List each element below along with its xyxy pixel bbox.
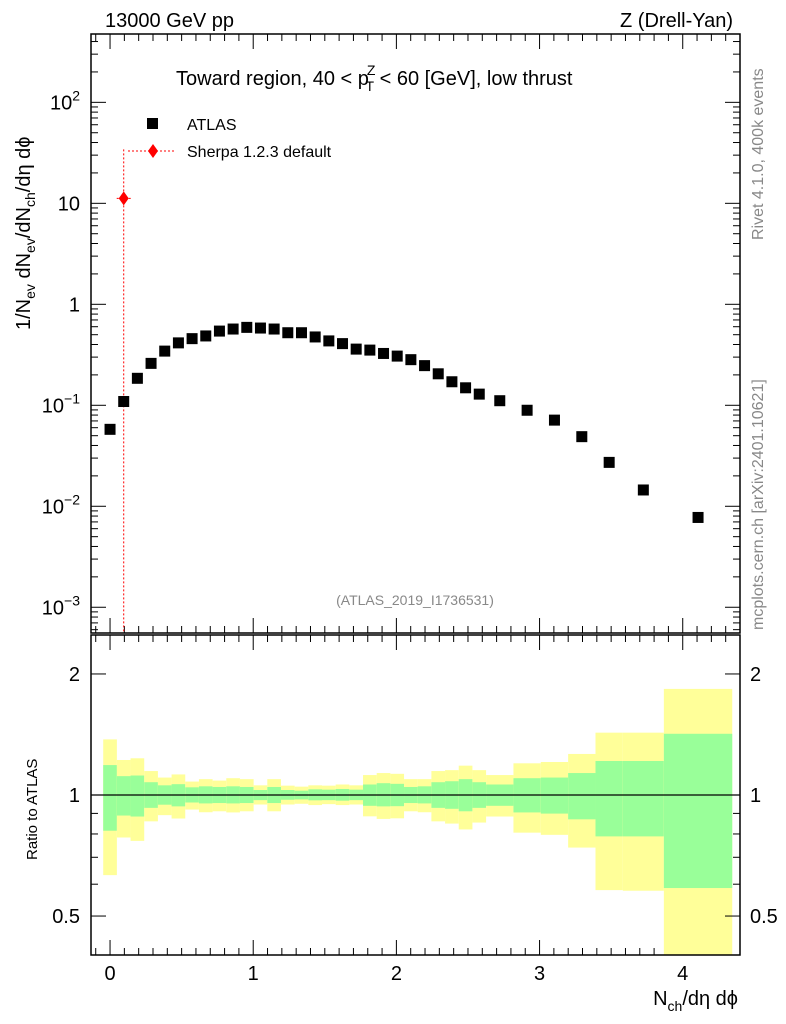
y-tick-label: 10−3 <box>42 592 80 619</box>
atlas-data-point <box>172 337 184 349</box>
atlas-data-point <box>213 325 225 337</box>
atlas-data-point <box>254 322 266 334</box>
sherpa-point <box>118 191 129 206</box>
ratio-inner-band <box>116 776 131 816</box>
xlabel-part: /dη dϕ <box>682 988 738 1010</box>
main-panel: 0 1 2 3 4 102 10 1 10−1 10−2 10−3 <box>42 33 741 985</box>
atlas-data-point <box>405 354 417 366</box>
atlas-data-point <box>548 414 560 426</box>
ylabel-sub: ch <box>22 192 38 207</box>
ylabel-part: /dN <box>13 207 35 238</box>
atlas-data-point <box>378 347 390 359</box>
ylabel-part: 1/N <box>13 299 35 330</box>
ratio-y-tick-label: 1 <box>69 785 80 807</box>
atlas-data-point <box>282 327 294 339</box>
x-axis-label: Nch/dη dϕ <box>653 988 738 1014</box>
atlas-data-point <box>692 511 704 523</box>
ratio-y-tick-label-right: 0.5 <box>750 906 778 928</box>
header-right: Z (Drell-Yan) <box>620 10 733 32</box>
y-tick-label: 1 <box>69 294 80 316</box>
legend-atlas-marker <box>147 118 158 129</box>
ratio-inner-band <box>103 765 117 831</box>
atlas-data-point <box>227 323 239 335</box>
legend-atlas-label: ATLAS <box>187 117 237 134</box>
y-tick-exponent: −2 <box>64 491 80 507</box>
atlas-data-point <box>200 330 212 342</box>
xlabel-part: N <box>653 988 667 1010</box>
atlas-data-point <box>460 382 472 394</box>
atlas-data-point <box>432 368 444 380</box>
title-sup: Z <box>367 62 376 78</box>
y-tick-label: 102 <box>50 87 80 114</box>
ylabel-sub: ev <box>22 238 38 253</box>
ratio-y-tick-label-right: 2 <box>750 664 761 686</box>
xlabel-sub: ch <box>668 998 683 1014</box>
title-sub: T <box>365 78 374 94</box>
atlas-data-point <box>241 321 253 333</box>
atlas-data-point <box>104 423 116 435</box>
atlas-data-point <box>446 376 458 388</box>
x-tick-label: 2 <box>391 963 402 985</box>
ratio-inner-band <box>568 773 596 820</box>
atlas-data-point <box>494 395 506 407</box>
title-text: Toward region, 40 < p <box>176 68 369 90</box>
title-post: < 60 [GeV], low thrust <box>374 68 573 90</box>
ratio-inner-band <box>663 733 733 889</box>
legend-sherpa-marker <box>148 144 158 158</box>
legend-sherpa-label: Sherpa 1.2.3 default <box>187 144 332 161</box>
y-tick-label: 10 <box>58 193 80 215</box>
legend: ATLAS Sherpa 1.2.3 default <box>128 117 332 161</box>
x-tick-label: 1 <box>248 963 259 985</box>
ratio-panel: 0.5 0.5 1 1 2 2 <box>52 634 778 956</box>
atlas-data-point <box>145 357 157 369</box>
atlas-data-point <box>603 456 615 468</box>
atlas-data-point <box>350 343 362 355</box>
atlas-data-point <box>521 404 533 416</box>
y-tick-exponent: −3 <box>64 592 80 608</box>
atlas-data-point <box>159 345 171 357</box>
atlas-data-point <box>268 323 280 335</box>
ratio-y-tick-label: 0.5 <box>52 906 80 928</box>
main-frame <box>90 33 741 634</box>
y-tick-exponent: −1 <box>64 390 80 406</box>
atlas-data-point <box>118 396 130 408</box>
y-axis-label: 1/Nev dNev/dNch/dη dϕ <box>13 137 38 330</box>
ratio-inner-band <box>595 760 623 837</box>
atlas-data-point <box>131 372 143 384</box>
y-tick-label: 10−2 <box>42 491 80 518</box>
ratio-y-tick-label: 2 <box>69 664 80 686</box>
atlas-data-point <box>637 484 649 496</box>
ratio-inner-band <box>622 760 664 837</box>
ratio-y-tick-label-right: 1 <box>750 785 761 807</box>
atlas-data-point <box>309 331 321 343</box>
atlas-data-point <box>337 338 349 350</box>
atlas-data-point <box>186 333 198 345</box>
analysis-id: (ATLAS_2019_I1736531) <box>336 592 494 608</box>
x-tick-label: 0 <box>104 963 115 985</box>
atlas-data-point <box>295 327 307 339</box>
ratio-y-label: Ratio to ATLAS <box>24 759 41 860</box>
header-left: 13000 GeV pp <box>105 10 234 32</box>
mcplots-label: mcplots.cern.ch [arXiv:2401.10621] <box>750 379 767 630</box>
ratio-inner-band <box>130 775 145 817</box>
atlas-data-point <box>576 431 588 443</box>
ylabel-part: dN <box>13 253 35 284</box>
x-tick-label: 4 <box>677 963 688 985</box>
y-tick-exponent: 2 <box>72 87 80 103</box>
atlas-data-point <box>323 335 335 347</box>
rivet-label: Rivet 4.1.0, 400k events <box>750 68 767 240</box>
ylabel-sub: ev <box>22 284 38 299</box>
y-tick-label: 10−1 <box>42 390 80 417</box>
atlas-data-point <box>391 350 403 362</box>
plot-title: Toward region, 40 < pZ T < 60 [GeV], low … <box>176 62 573 94</box>
atlas-data-point <box>364 344 376 356</box>
ylabel-part: /dη dϕ <box>13 137 35 193</box>
atlas-data-point <box>419 360 431 372</box>
atlas-data-point <box>473 388 485 400</box>
x-tick-label: 3 <box>534 963 545 985</box>
